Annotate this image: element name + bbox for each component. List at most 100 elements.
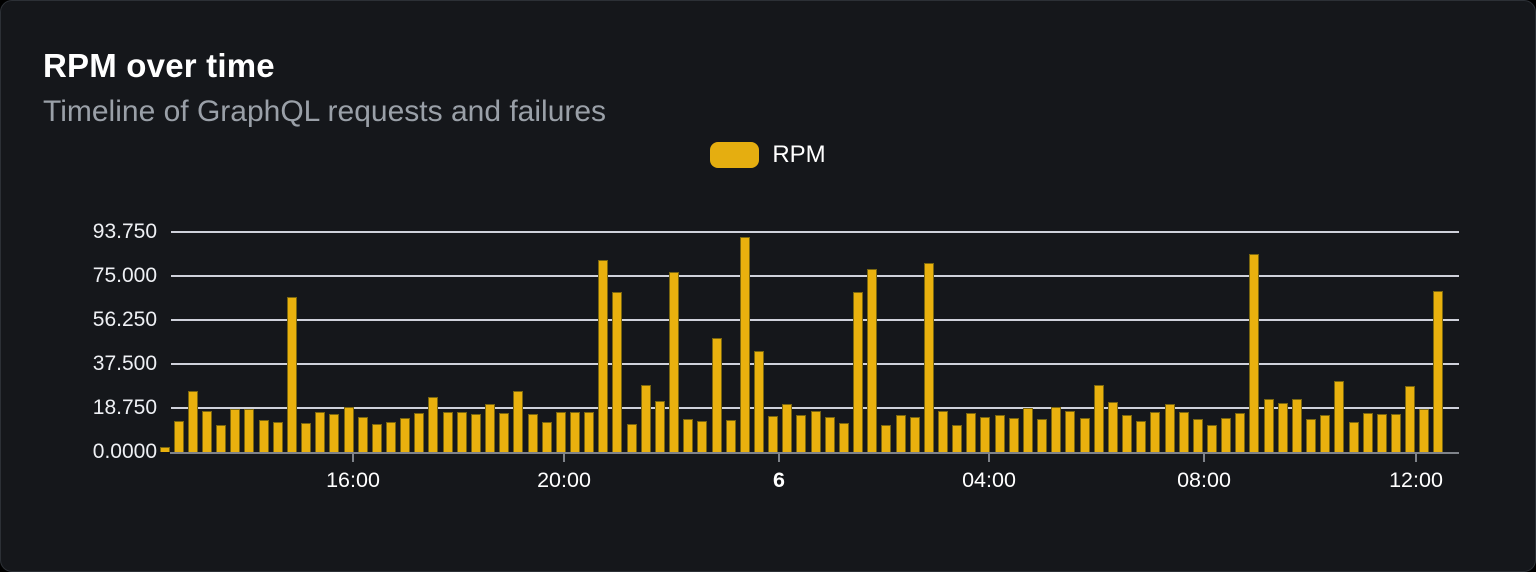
bar[interactable] xyxy=(1079,417,1090,452)
x-axis-label: 20:00 xyxy=(537,468,591,492)
bar[interactable] xyxy=(796,415,807,452)
bar[interactable] xyxy=(315,411,326,452)
bar[interactable] xyxy=(853,292,864,452)
bar[interactable] xyxy=(400,418,411,452)
bar[interactable] xyxy=(357,416,368,452)
bar[interactable] xyxy=(414,413,425,452)
bar[interactable] xyxy=(187,391,198,452)
bar[interactable] xyxy=(1221,418,1232,452)
bar[interactable] xyxy=(343,406,354,452)
bar[interactable] xyxy=(201,410,212,452)
bar[interactable] xyxy=(640,384,651,452)
bar[interactable] xyxy=(1291,398,1302,452)
bar[interactable] xyxy=(654,400,665,452)
bar[interactable] xyxy=(1178,411,1189,452)
bar[interactable] xyxy=(371,424,382,452)
bar[interactable] xyxy=(244,409,255,452)
page-subtitle: Timeline of GraphQL requests and failure… xyxy=(43,95,607,128)
bar[interactable] xyxy=(286,296,297,452)
bar[interactable] xyxy=(838,423,849,452)
bar[interactable] xyxy=(1334,381,1345,452)
bar[interactable] xyxy=(442,412,453,452)
bar[interactable] xyxy=(938,410,949,452)
bar[interactable] xyxy=(470,414,481,452)
bar[interactable] xyxy=(1405,385,1416,452)
bar[interactable] xyxy=(1037,419,1048,452)
bar[interactable] xyxy=(1051,406,1062,452)
bar[interactable] xyxy=(598,259,609,452)
bar[interactable] xyxy=(230,409,241,452)
bar[interactable] xyxy=(584,411,595,452)
bar[interactable] xyxy=(1192,419,1203,452)
bar[interactable] xyxy=(456,411,467,452)
bar[interactable] xyxy=(541,421,552,452)
bar[interactable] xyxy=(1122,415,1133,452)
bar[interactable] xyxy=(1376,414,1387,452)
bar[interactable] xyxy=(1093,384,1104,452)
bar[interactable] xyxy=(966,412,977,452)
bar[interactable] xyxy=(1277,403,1288,452)
bar[interactable] xyxy=(1419,409,1430,452)
bar[interactable] xyxy=(216,425,227,452)
bar[interactable] xyxy=(1107,401,1118,452)
bar[interactable] xyxy=(952,425,963,452)
bar[interactable] xyxy=(1390,413,1401,452)
bar[interactable] xyxy=(569,411,580,452)
bar[interactable] xyxy=(1306,419,1317,452)
bar[interactable] xyxy=(329,414,340,452)
bar[interactable] xyxy=(1150,411,1161,452)
bar[interactable] xyxy=(301,423,312,452)
bar[interactable] xyxy=(1206,424,1217,452)
bar[interactable] xyxy=(499,413,510,452)
bar[interactable] xyxy=(1263,398,1274,452)
bar[interactable] xyxy=(768,416,779,452)
bar[interactable] xyxy=(485,404,496,452)
bar[interactable] xyxy=(867,268,878,452)
bar[interactable] xyxy=(994,415,1005,452)
gridline xyxy=(171,406,1459,409)
bar[interactable] xyxy=(1235,413,1246,452)
bar[interactable] xyxy=(1022,408,1033,452)
bar[interactable] xyxy=(428,396,439,452)
bar[interactable] xyxy=(711,338,722,452)
bar[interactable] xyxy=(1065,410,1076,452)
bar[interactable] xyxy=(782,404,793,452)
bar[interactable] xyxy=(725,420,736,452)
bar[interactable] xyxy=(810,410,821,452)
bar[interactable] xyxy=(739,237,750,452)
bar[interactable] xyxy=(513,391,524,452)
bar[interactable] xyxy=(881,424,892,452)
legend-item-rpm[interactable]: RPM xyxy=(710,141,826,169)
bar[interactable] xyxy=(754,351,764,452)
bar[interactable] xyxy=(669,272,680,452)
bar[interactable] xyxy=(173,421,184,452)
gridline xyxy=(171,230,1459,233)
bar[interactable] xyxy=(683,419,694,452)
bar[interactable] xyxy=(258,420,269,452)
bar[interactable] xyxy=(1348,422,1359,452)
bar[interactable] xyxy=(895,415,906,452)
bar[interactable] xyxy=(527,414,538,452)
y-axis-label: 37.500 xyxy=(92,351,157,375)
bar[interactable] xyxy=(909,416,920,452)
bar[interactable] xyxy=(1136,420,1147,452)
legend: RPM xyxy=(1,141,1535,169)
x-axis-label: 08:00 xyxy=(1177,468,1231,492)
bar[interactable] xyxy=(555,412,566,452)
bar[interactable] xyxy=(385,421,396,452)
bar[interactable] xyxy=(1320,415,1331,452)
bar[interactable] xyxy=(159,447,170,452)
bar[interactable] xyxy=(626,424,637,452)
bar[interactable] xyxy=(272,421,283,452)
bar[interactable] xyxy=(1433,291,1444,452)
bar[interactable] xyxy=(824,416,835,452)
bar[interactable] xyxy=(1008,417,1019,452)
bar[interactable] xyxy=(980,416,991,452)
bar[interactable] xyxy=(923,263,934,452)
bar[interactable] xyxy=(1249,253,1260,452)
bar[interactable] xyxy=(1164,404,1175,452)
bar[interactable] xyxy=(697,421,708,452)
bar[interactable] xyxy=(612,292,623,452)
bar[interactable] xyxy=(1362,412,1373,452)
